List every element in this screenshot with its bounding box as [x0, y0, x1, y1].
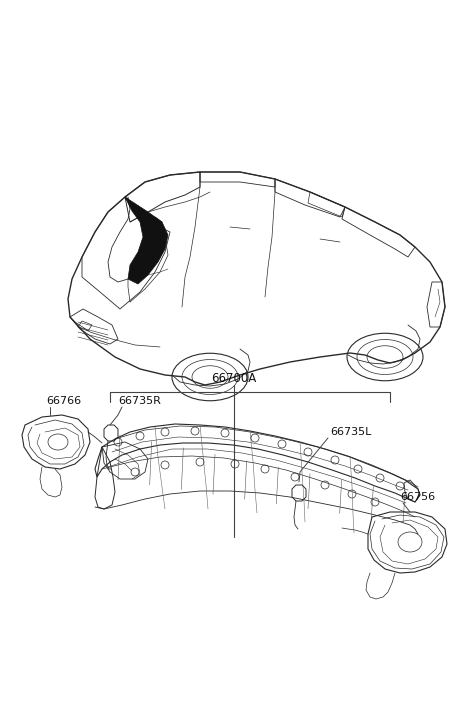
Text: 66735L: 66735L — [329, 427, 370, 437]
Text: 66756: 66756 — [399, 492, 434, 502]
Text: 66766: 66766 — [46, 396, 81, 406]
Text: 66735R: 66735R — [118, 396, 161, 406]
Polygon shape — [125, 197, 167, 284]
Text: 66700A: 66700A — [211, 372, 256, 385]
